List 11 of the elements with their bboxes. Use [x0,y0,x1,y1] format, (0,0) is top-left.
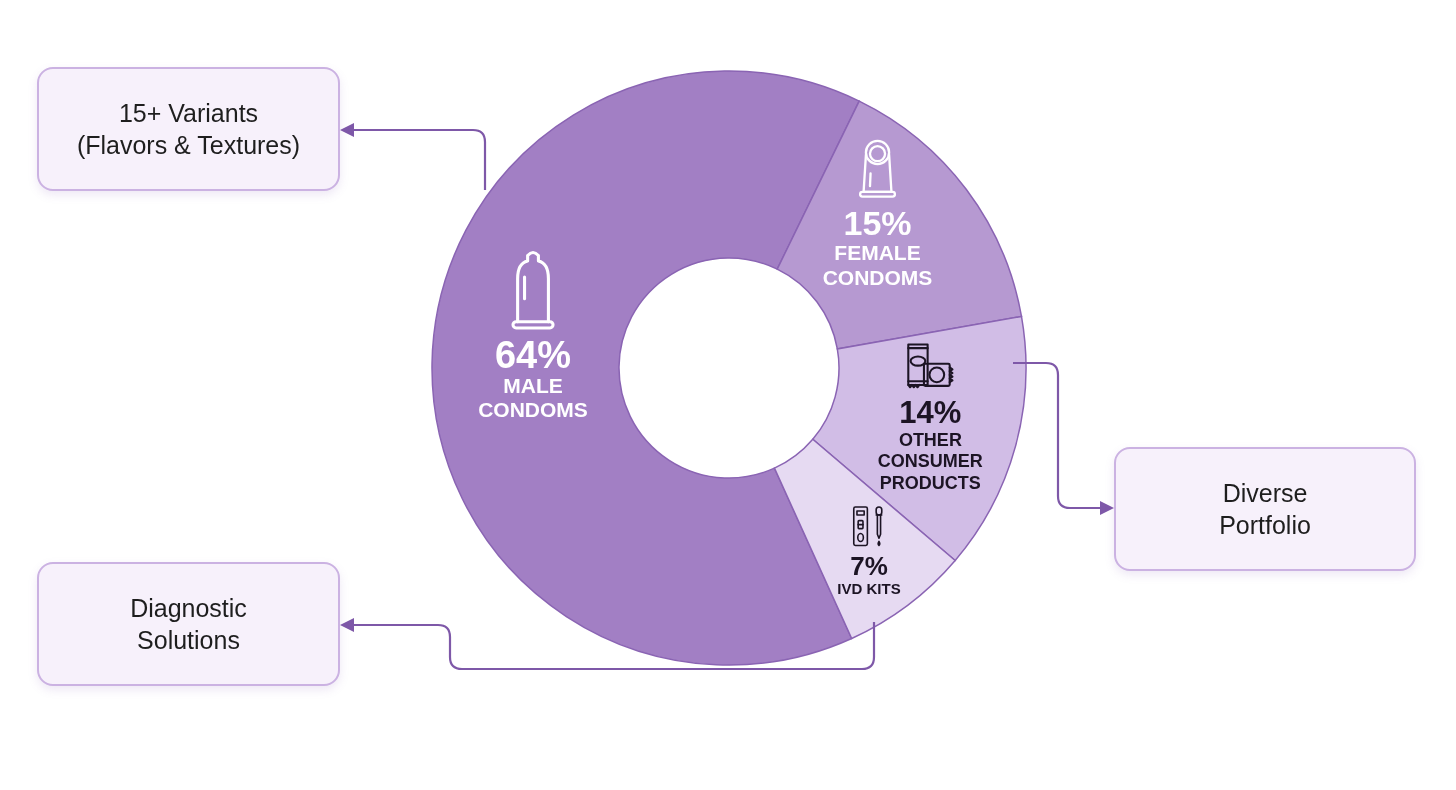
data-label: 7% [850,550,888,581]
rounded-box: 15+ Variants (Flavors & Textures) [37,67,340,191]
slice-label: OTHER CONSUMER PRODUCTS [877,430,983,493]
data-label: 64% [494,334,572,377]
rounded-box: Diagnostic Solutions [37,562,340,686]
slice-label: MALE CONDOMS [478,374,588,422]
data-label: 15% [843,204,912,243]
rounded-box: Diverse Portfolio [1114,447,1416,571]
slice-label: FEMALE CONDOMS [822,241,933,290]
slice-label: IVD KITS [837,579,901,597]
data-label: 14% [899,395,962,431]
